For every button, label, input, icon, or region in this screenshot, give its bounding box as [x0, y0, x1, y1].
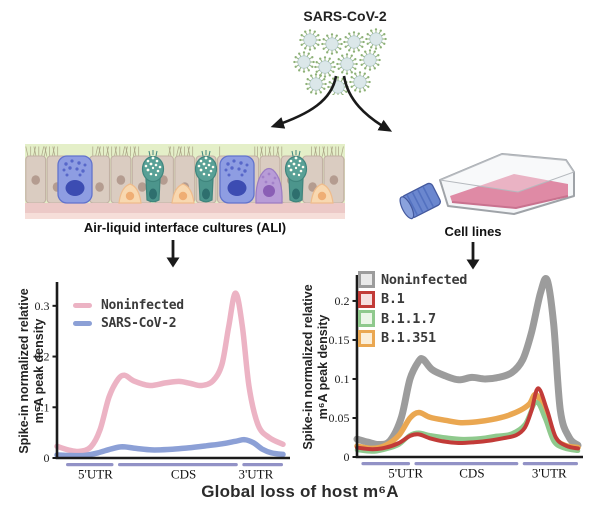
region-label: CDS	[459, 466, 484, 481]
flask-cap	[399, 182, 441, 220]
series-b-1-351	[354, 391, 581, 452]
series-b-1	[355, 386, 580, 452]
culture-flask-icon	[399, 153, 575, 220]
region-label: 3'UTR	[532, 466, 567, 481]
basal-membrane	[25, 203, 345, 213]
series-noninfected	[353, 275, 582, 449]
arrow-to-ali	[270, 75, 338, 129]
legend-label: B.1.1.7	[381, 310, 436, 327]
legend-swatch	[358, 271, 375, 289]
region-bar	[522, 462, 578, 466]
region-bar	[242, 463, 283, 467]
cell-lines-chart-plot: 5'UTR CDS 3'UTR 0 0.05 0.1 0.15 0.2	[329, 275, 583, 481]
arrow-to-cell-lines	[342, 75, 393, 132]
ali-chart: Spike-in normalized relative m⁶A peak de…	[17, 272, 310, 488]
y-tick-label: 0.3	[35, 299, 50, 313]
figure-title: Global loss of host m⁶A	[201, 482, 399, 501]
legend-label: Noninfected	[101, 297, 184, 313]
ali-epithelium-illustration	[25, 144, 345, 219]
cell-lines-chart-legend: Noninfected B.1 B.1.1.7 B.1.351	[358, 270, 467, 348]
virion-icon	[364, 27, 388, 51]
y-tick-label: 0	[44, 451, 50, 465]
series-noninfected	[54, 290, 286, 455]
y-tick-label: 0	[344, 450, 350, 464]
ali-chart-legend: Noninfected SARS-CoV-2	[73, 296, 184, 332]
legend-swatch	[73, 302, 92, 308]
region-bar	[66, 463, 114, 467]
legend-label: SARS-CoV-2	[101, 315, 177, 331]
ali-label: Air-liquid interface cultures (ALI)	[83, 220, 287, 235]
axes	[355, 275, 583, 459]
basal-membrane-lower	[25, 213, 345, 219]
cell-lines-chart: Spike-in normalized relative m⁶A peak de…	[301, 264, 592, 488]
region-label: 5'UTR	[78, 467, 113, 482]
virion-icon	[320, 32, 344, 56]
down-arrow-right	[466, 242, 480, 270]
legend-item: Noninfected	[73, 296, 184, 314]
legend-item: SARS-CoV-2	[73, 314, 184, 332]
y-tick-label: 0.1	[35, 400, 50, 414]
y-tick-label: 0.2	[335, 294, 350, 308]
region-bar	[118, 463, 238, 467]
y-tick-label: 0.15	[329, 333, 350, 347]
region-label: 5'UTR	[388, 466, 423, 481]
legend-swatch	[358, 290, 375, 308]
axes	[55, 282, 290, 460]
legend-label: B.1	[381, 291, 405, 308]
legend-item: B.1	[358, 290, 467, 310]
legend-swatch	[73, 320, 92, 326]
legend-item: B.1.351	[358, 329, 467, 349]
down-arrow-left	[166, 240, 180, 268]
cell-lines-label: Cell lines	[444, 224, 502, 239]
ali-chart-plot: 5'UTR CDS 3'UTR 0 0.1 0.2 0.3	[35, 282, 290, 482]
virion-icon	[342, 30, 366, 54]
legend-swatch	[358, 329, 375, 347]
virus-title: SARS-CoV-2	[303, 8, 387, 24]
virion-icon	[298, 28, 322, 52]
region-label: CDS	[171, 467, 196, 482]
region-bar	[414, 462, 519, 466]
y-tick-label: 0.1	[335, 372, 350, 386]
legend-item: Noninfected	[358, 270, 467, 290]
region-label: 3'UTR	[238, 467, 273, 482]
virion-icon	[292, 50, 316, 74]
legend-label: B.1.351	[381, 330, 436, 347]
legend-swatch	[358, 310, 375, 328]
y-tick-label: 0.2	[35, 350, 50, 364]
legend-item: B.1.1.7	[358, 309, 467, 329]
y-tick-label: 0.05	[329, 411, 350, 425]
region-bar	[361, 462, 411, 466]
virion-icon	[358, 48, 382, 72]
legend-label: Noninfected	[381, 271, 468, 288]
split-arrows	[270, 75, 393, 132]
series-sars-cov-2	[54, 436, 286, 459]
cilia	[25, 146, 344, 157]
